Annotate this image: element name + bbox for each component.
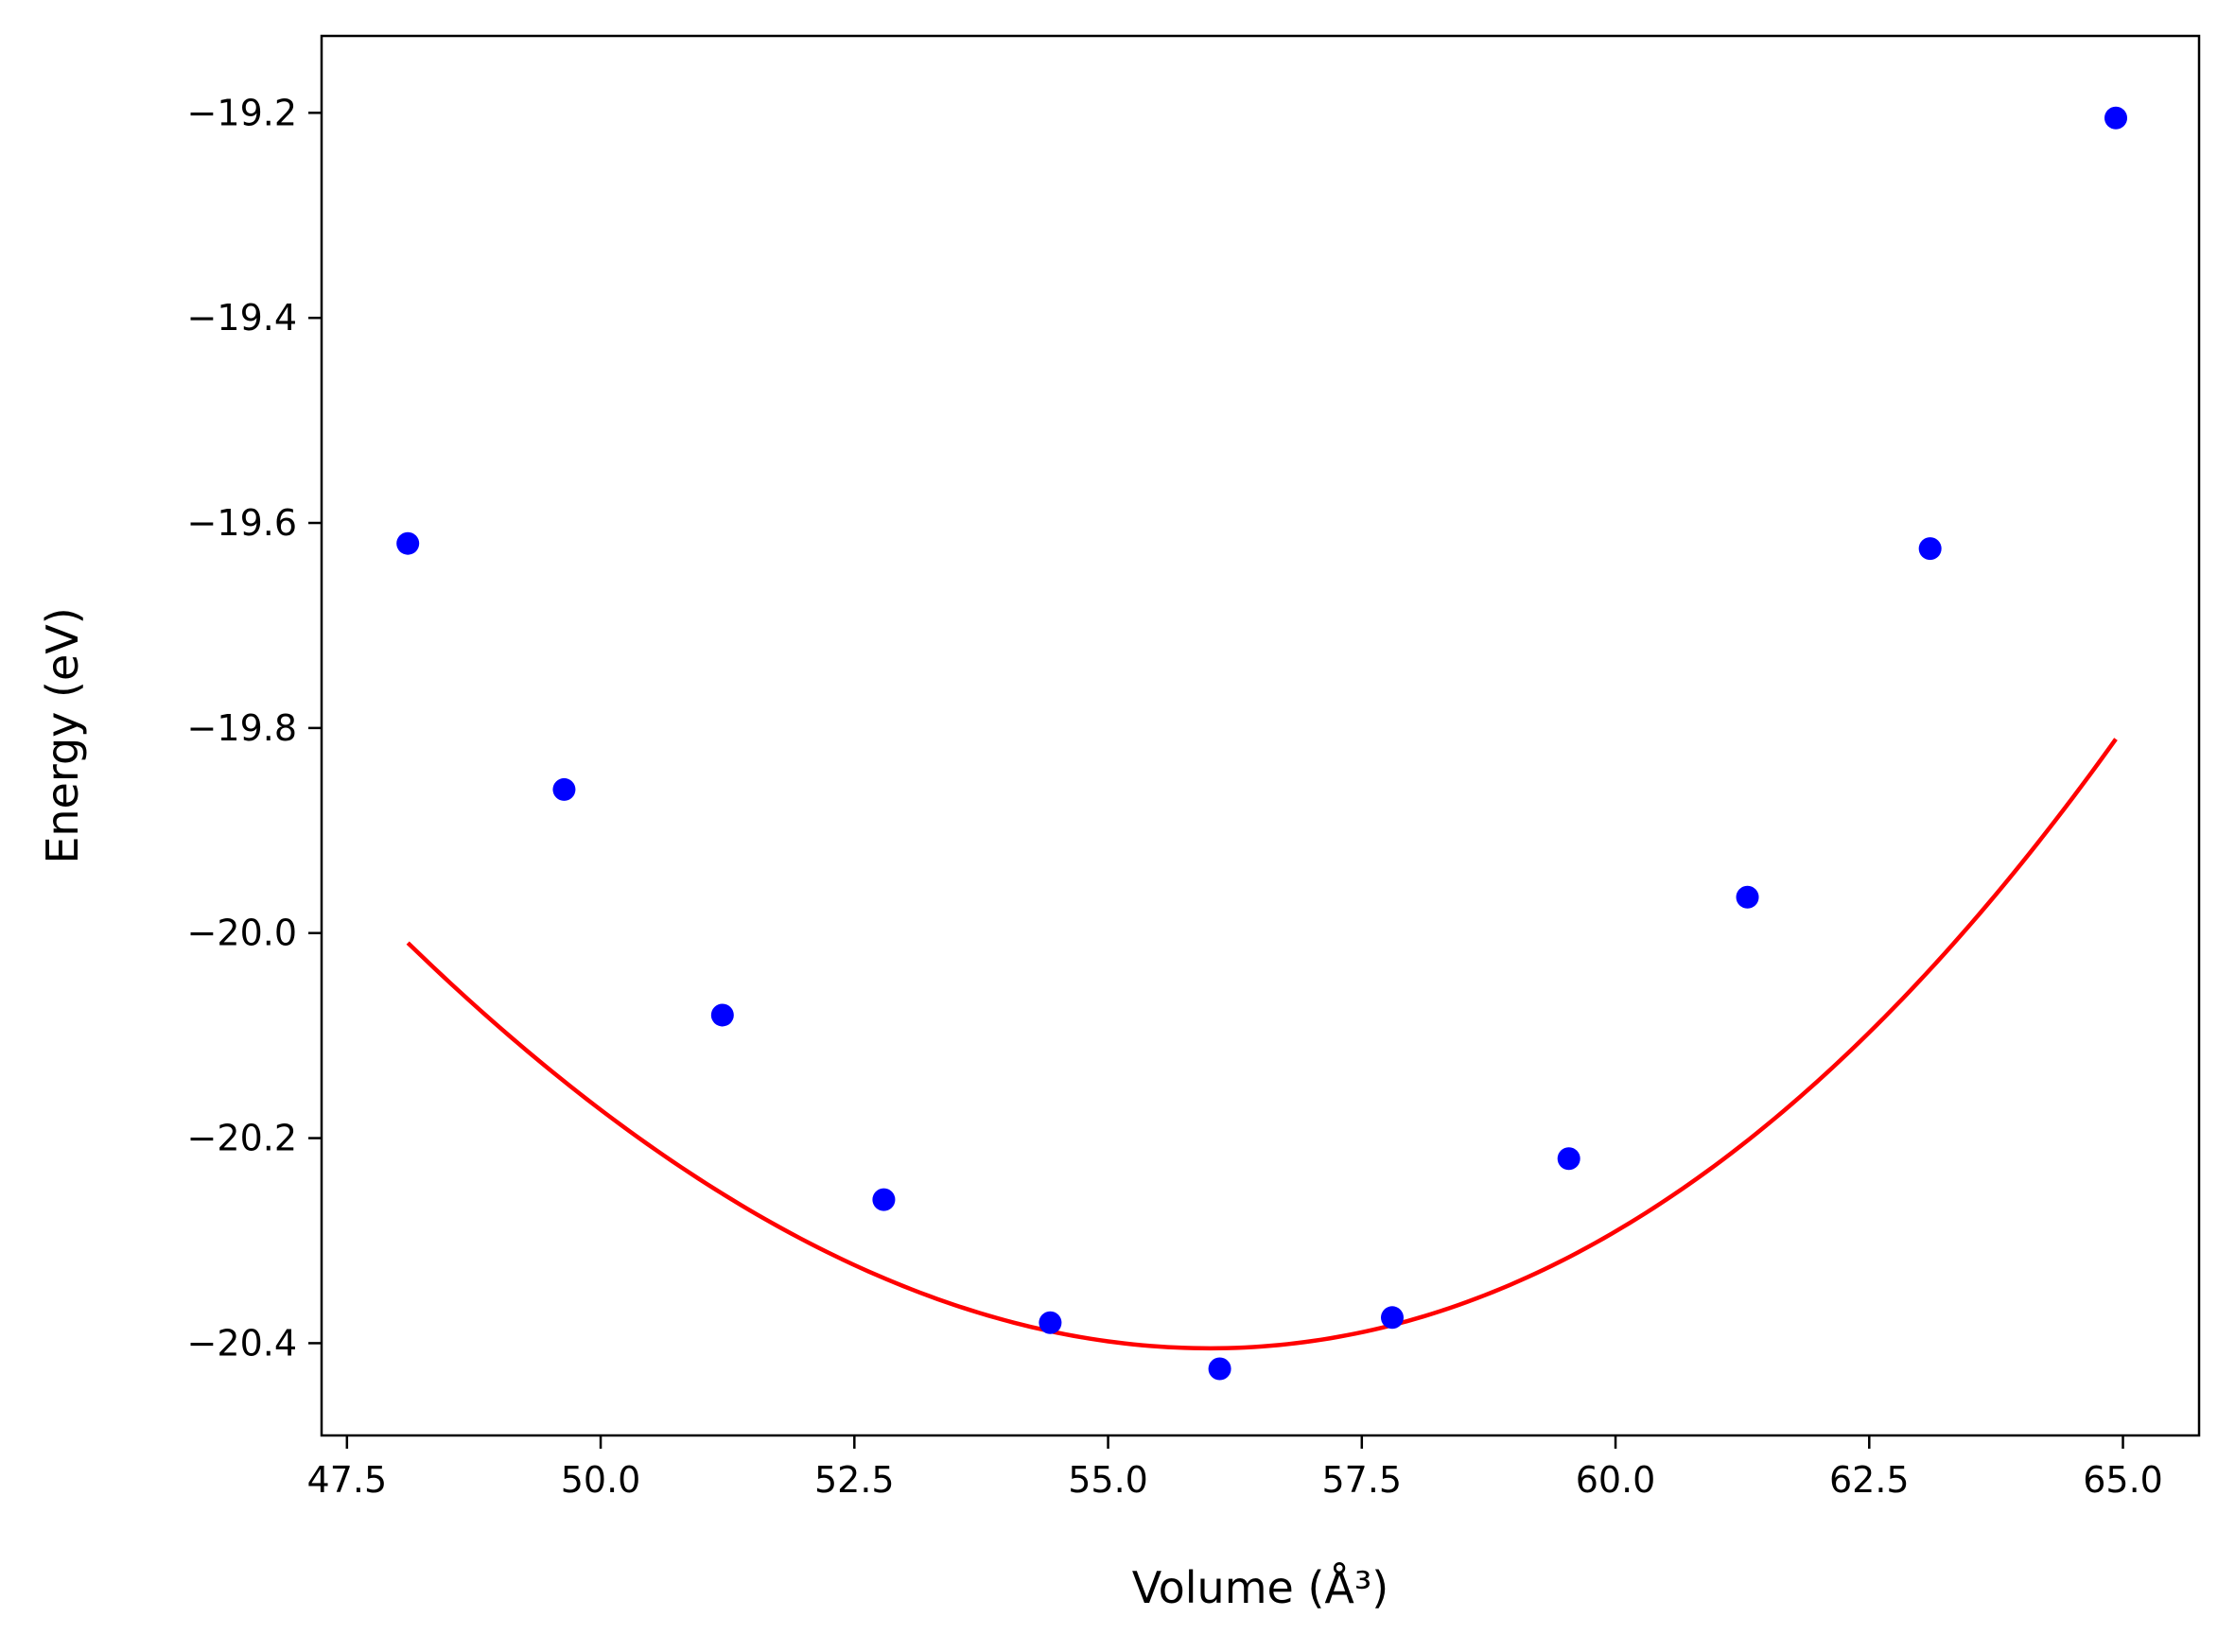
x-tick-label: 55.0 [1068, 1459, 1148, 1501]
fit-curve [406, 738, 2118, 1351]
y-tick-label: −19.4 [187, 297, 297, 339]
y-tick-label: −20.0 [187, 913, 297, 954]
axes: 47.5 50.0 52.5 55.0 57.5 60.0 62.5 65.0 −19.2 −19… [187, 34, 2201, 1501]
x-tick-label: 57.5 [1321, 1459, 1402, 1501]
data-point [552, 777, 576, 801]
x-tick-label: 62.5 [1829, 1459, 1910, 1501]
data-point [1208, 1357, 1231, 1381]
data-point [1380, 1306, 1404, 1330]
data-point [1736, 885, 1759, 909]
x-tick-label: 65.0 [2083, 1459, 2163, 1501]
axes-frame [320, 34, 2201, 1437]
x-axis-label: Volume (Å³) [1132, 1562, 1389, 1613]
data-point [396, 531, 420, 555]
data-point [2104, 106, 2128, 130]
x-tick-label: 50.0 [561, 1459, 641, 1501]
y-tick-label: −20.4 [187, 1322, 297, 1364]
data-point [872, 1188, 896, 1211]
data-point [1918, 537, 1942, 561]
data-point [1039, 1311, 1062, 1334]
plot-area [396, 106, 2128, 1381]
x-tick-label: 52.5 [814, 1459, 895, 1501]
data-point [710, 1003, 734, 1027]
y-tick-label: −19.2 [187, 92, 297, 133]
x-tick-label: 60.0 [1576, 1459, 1656, 1501]
data-point [1557, 1147, 1580, 1171]
x-tick-label: 47.5 [307, 1459, 388, 1501]
y-tick-label: −19.8 [187, 707, 297, 749]
y-tick-label: −20.2 [187, 1118, 297, 1159]
y-tick-label: −19.6 [187, 502, 297, 544]
y-axis-label: Energy (eV) [37, 607, 88, 863]
